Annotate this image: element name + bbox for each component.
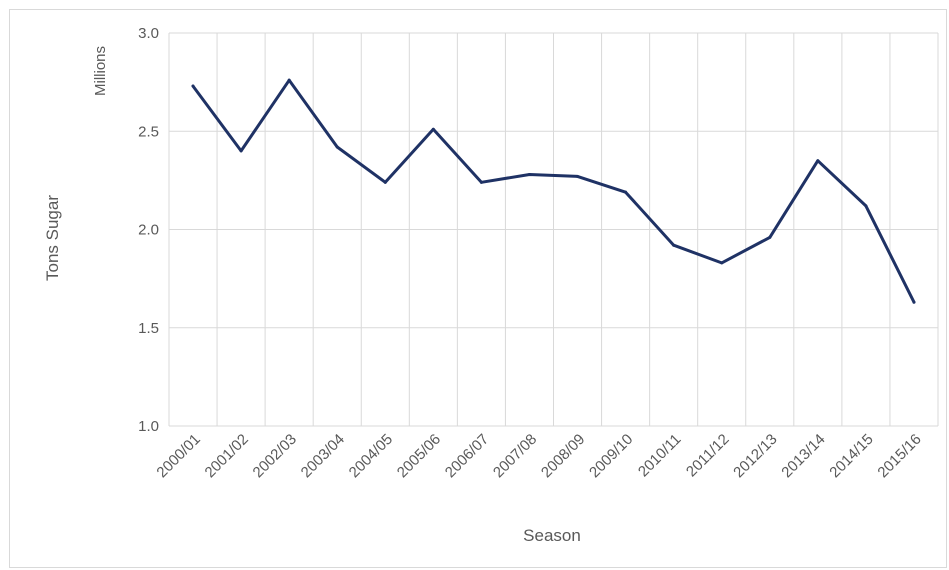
data-point — [576, 174, 580, 178]
x-tick-label: 2011/12 — [683, 431, 733, 481]
x-tick-label: 2005/06 — [394, 431, 444, 481]
series-layer — [191, 78, 916, 304]
x-tick-label: 2013/14 — [778, 431, 828, 481]
data-point — [383, 180, 387, 184]
x-tick-label: 2000/01 — [153, 431, 203, 481]
data-point — [191, 84, 195, 88]
data-point — [768, 235, 772, 239]
x-tick-label: 2006/07 — [442, 431, 492, 481]
data-point — [624, 190, 628, 194]
y-tick-label: 3.0 — [138, 25, 159, 42]
x-tick-label: 2015/16 — [874, 431, 924, 481]
data-point — [527, 172, 531, 176]
y-tick-label: 2.5 — [138, 123, 159, 140]
data-point — [720, 261, 724, 265]
data-point — [287, 78, 291, 82]
y-tick-label: 2.0 — [138, 222, 159, 239]
line-chart: 1.01.52.02.53.0 2000/012001/022002/03200… — [43, 25, 939, 545]
x-tick-label: 2001/02 — [202, 431, 252, 481]
data-point — [816, 159, 820, 163]
x-tick-label: 2010/11 — [635, 431, 685, 481]
data-point — [335, 145, 339, 149]
x-tick-label: 2009/10 — [586, 431, 636, 481]
data-point — [912, 300, 916, 304]
data-point — [479, 180, 483, 184]
data-point — [864, 204, 868, 208]
x-tick-label: 2003/04 — [298, 431, 348, 481]
x-tick-label: 2014/15 — [826, 431, 876, 481]
x-tick-label: 2007/08 — [490, 431, 540, 481]
chart-frame: 1.0 1.5 2.0 2.5 3.0 2000/01 2001/02 2002/03 200… — [9, 9, 947, 568]
y-tick-label: 1.0 — [138, 418, 159, 435]
x-tick-label: 2004/05 — [346, 431, 396, 481]
x-axis-title: Season — [523, 526, 581, 545]
data-point — [431, 127, 435, 131]
x-tick-label: 2012/13 — [730, 431, 780, 481]
data-point — [672, 243, 676, 247]
x-tick-label: 2008/09 — [538, 431, 588, 481]
y-axis-ticks: 1.0 1.5 2.0 2.5 3.0 — [138, 25, 159, 435]
gridlines — [168, 32, 939, 427]
data-point — [239, 149, 243, 153]
x-tick-label: 2002/03 — [250, 431, 300, 481]
y-axis-title: Tons Sugar — [43, 195, 62, 281]
x-axis-ticks: 2000/012001/022002/032003/042004/052005/… — [153, 431, 924, 481]
series-line — [191, 78, 916, 304]
y-axis-unit-label: Millions — [92, 46, 109, 96]
y-tick-label: 1.5 — [138, 320, 159, 337]
